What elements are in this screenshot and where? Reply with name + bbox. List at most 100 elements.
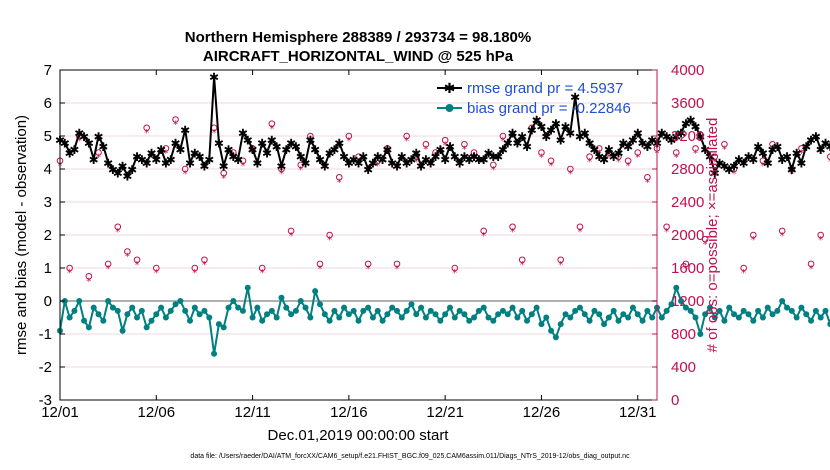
y2-tick-label-7: 2800 [671,161,704,178]
rmse-point: ✱ [65,147,75,161]
rmse-point: ✱ [609,150,619,164]
bias-point [456,307,463,314]
obs-possible-point [759,157,767,165]
legend-rmse-marker: ✱ [444,81,456,97]
rmse-point: ✱ [103,156,113,170]
bias-point [687,307,694,314]
rmse-point: ✱ [739,156,749,170]
bias-point [605,314,612,321]
rmse-point: ✱ [782,150,792,164]
obs-assimilated-point: * [664,227,669,238]
legend-bias-label: bias grand pr = -0.22846 [467,100,631,117]
bias-point [567,314,574,321]
obs-assimilated-point: * [327,235,332,246]
obs-assimilated-point: * [510,227,515,238]
obs-possible-point [422,140,430,148]
obs-assimilated-point: * [616,157,621,168]
obs-possible-point [721,140,728,148]
footnote: data file: /Users/raeder/DAI/ATM_forcXX/… [190,453,630,460]
rmse-point: ✱ [252,156,262,170]
bias-point [673,284,680,291]
bias-point [408,301,415,308]
rmse-point: ✱ [320,160,330,174]
bias-point [731,311,738,318]
rmse-point: ✱ [811,130,821,144]
bias-point [471,314,478,321]
rmse-point: ✱ [329,143,339,157]
rmse-point: ✱ [257,137,267,151]
bias-point [158,304,165,311]
bias-point [764,304,771,311]
obs-possible-point [827,153,830,160]
rmse-point: ✱ [223,143,233,157]
obs-assimilated-point: * [173,120,178,131]
bias-point [576,304,583,311]
rmse-point: ✱ [137,153,147,167]
rmse-point: ✱ [763,156,773,170]
rmse-point: ✱ [580,127,590,141]
rmse-point: ✱ [671,130,681,144]
rmse-point: ✱ [464,153,474,167]
obs-assimilated-point: * [154,268,159,279]
obs-possible-point [490,161,497,169]
obs-assimilated-point: * [96,153,101,164]
bias-point [755,307,762,314]
bias-point [514,314,521,321]
rmse-point: ✱ [243,133,253,147]
rmse-point: ✱ [161,156,171,170]
obs-assimilated-point: * [298,165,303,176]
y-axis-left: -3 -2 -1 0 1 2 3 4 5 6 7 [39,62,65,409]
bias-point [601,321,608,328]
rmse-point: ✱ [79,130,89,144]
bias-point [668,301,675,308]
rmse-point: ✱ [315,153,325,167]
bias-point [827,321,830,328]
rmse-point: ✱ [353,156,363,170]
bias-point [206,314,213,321]
x-axis: 12/01 12/06 12/11 12/16 12/21 12/26 12/31 [41,70,657,421]
rmse-point: ✱ [642,140,652,154]
rmse-point: ✱ [142,156,152,170]
rmse-point: ✱ [406,153,416,167]
rmse-point: ✱ [296,150,306,164]
rmse-point: ✱ [416,160,426,174]
rmse-point: ✱ [272,140,282,154]
rmse-point: ✱ [248,143,258,157]
obs-possible-point [133,256,141,264]
bias-point [273,314,280,321]
rmse-point: ✱ [118,160,128,174]
bias-point [182,307,189,314]
rmse-point: ✱ [74,127,84,141]
x-tick-label-1: 12/06 [138,404,176,421]
bias-point [721,317,728,324]
rmse-point: ✱ [517,130,527,144]
bias-point [572,307,579,314]
obs-assimilated-point: * [500,136,505,147]
obs-possible-point [701,235,709,243]
bias-point [788,307,795,314]
bias-point [369,314,376,321]
bias-point [114,307,121,314]
obs-possible-point [576,223,584,231]
y-tick-label-9: 6 [44,95,52,112]
obs-assimilated-point: * [375,161,380,172]
rmse-point: ✱ [715,156,725,170]
obs-possible-point [172,116,179,123]
obs-assimilated-point: * [587,157,592,168]
bias-point [586,317,593,324]
obs-assimilated-point: * [404,136,409,147]
bias-point [543,314,550,321]
obs-possible-point [104,260,112,268]
bias-point [750,317,757,324]
obs-possible-point [287,227,295,235]
obs-possible-point [798,145,805,152]
rmse-point: ✱ [349,153,359,167]
obs-assimilated-point: * [645,177,650,188]
rmse-point: ✱ [262,147,272,161]
bias-point [100,317,107,324]
rmse-point: ✱ [209,71,219,85]
bias-point [418,304,425,311]
obs-possible-point [441,136,449,144]
bias-point [307,314,314,321]
rmse-point: ✱ [421,153,431,167]
